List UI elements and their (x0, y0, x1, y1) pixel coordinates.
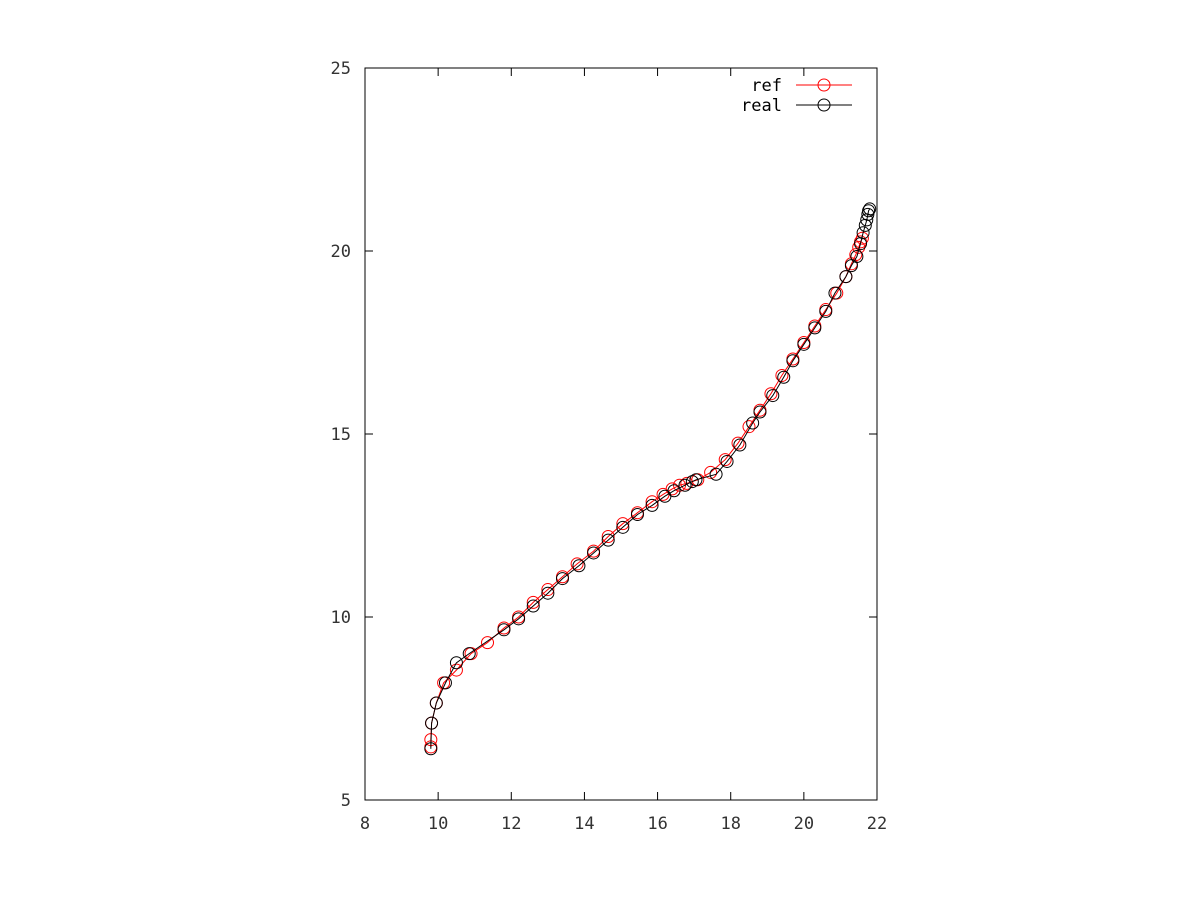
x-tick-label: 18 (720, 814, 740, 834)
series-line-ref (430, 237, 863, 747)
data-point-ref (601, 529, 615, 543)
x-tick-label: 22 (867, 814, 887, 834)
data-point-real (429, 696, 443, 710)
data-point-real (438, 676, 452, 690)
data-point-ref (775, 368, 789, 382)
axis-ticks: 8 10 12 14 16 18 20 22 5 10 15 20 25 (331, 59, 888, 834)
data-point-ref (616, 517, 630, 531)
data-point-ref (570, 557, 584, 571)
data-point-real (797, 337, 811, 351)
x-tick-label: 10 (428, 814, 448, 834)
y-tick-label: 25 (331, 59, 351, 79)
data-point-ref (731, 436, 745, 450)
legend-label-real: real (741, 96, 782, 116)
data-point-ref (718, 453, 732, 467)
legend-marker-real (817, 98, 831, 112)
data-point-real (572, 559, 586, 573)
data-point-real (720, 454, 734, 468)
data-point-real (862, 204, 876, 218)
x-tick-label: 8 (360, 814, 370, 834)
y-tick-label: 5 (341, 791, 351, 811)
x-tick-label: 14 (574, 814, 594, 834)
data-point-real (424, 742, 438, 756)
y-tick-label: 20 (331, 242, 351, 262)
data-point-ref (541, 583, 555, 597)
data-point-real (497, 623, 511, 637)
data-point-real (786, 354, 800, 368)
series-line-real (430, 208, 871, 749)
legend-label-ref: ref (751, 76, 782, 96)
legend-marker-ref (817, 78, 831, 92)
data-point-ref (849, 248, 863, 262)
data-point-real (425, 716, 439, 730)
y-tick-label: 10 (331, 608, 351, 628)
data-point-real (526, 599, 540, 613)
data-point-ref (526, 595, 540, 609)
x-tick-label: 20 (794, 814, 814, 834)
data-point-real (850, 249, 864, 263)
x-tick-label: 16 (647, 814, 667, 834)
data-point-real (616, 520, 630, 534)
data-point-ref (742, 420, 756, 434)
data-point-real (667, 484, 681, 498)
data-point-ref (764, 387, 778, 401)
data-point-real (777, 370, 791, 384)
plot-area (424, 202, 877, 756)
data-point-real (645, 498, 659, 512)
data-point-ref (704, 465, 718, 479)
data-point-real (766, 389, 780, 403)
data-point-ref (449, 663, 463, 677)
data-point-real (555, 572, 569, 586)
data-point-ref (481, 636, 495, 650)
data-point-real (689, 473, 703, 487)
data-point-real (541, 586, 555, 600)
data-point-real (630, 508, 644, 522)
data-point-real (746, 416, 760, 430)
data-point-real (601, 533, 615, 547)
x-tick-label: 12 (501, 814, 521, 834)
y-tick-label: 15 (331, 425, 351, 445)
data-point-real (819, 304, 833, 318)
data-point-ref (855, 231, 869, 245)
data-point-real (828, 286, 842, 300)
data-point-real (839, 270, 853, 284)
data-point-real (856, 226, 870, 240)
data-point-real (512, 612, 526, 626)
data-point-real (462, 647, 476, 661)
data-point-real (587, 546, 601, 560)
data-point-real (709, 467, 723, 481)
data-point-real (678, 478, 692, 492)
data-point-real (863, 202, 877, 216)
data-point-real (733, 438, 747, 452)
data-point-real (753, 405, 767, 419)
data-point-real (449, 656, 463, 670)
data-point-real (808, 321, 822, 335)
